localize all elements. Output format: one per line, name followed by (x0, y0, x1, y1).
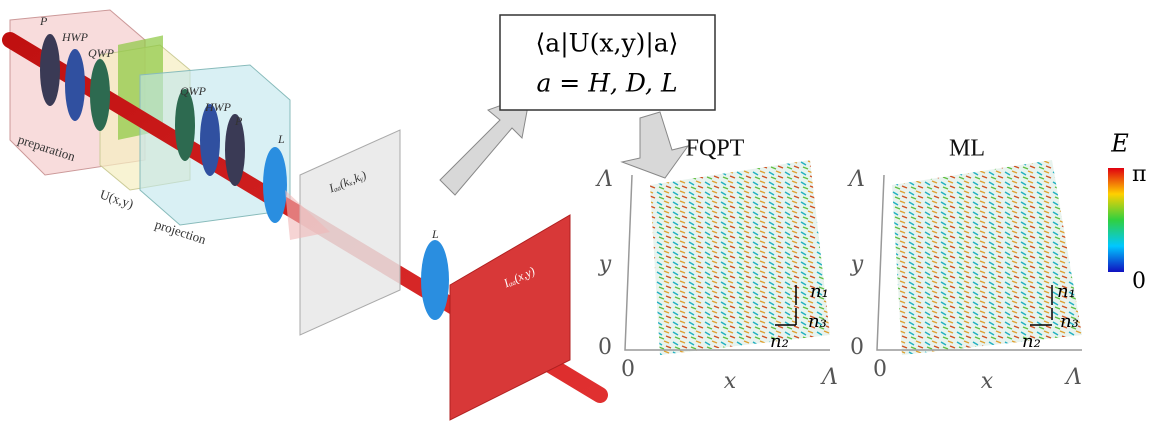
y-label: y (598, 252, 612, 277)
label: P (39, 14, 48, 28)
y-origin: 0 (850, 335, 864, 360)
vector-label: n₂ (770, 331, 789, 352)
wave-plate (40, 34, 60, 106)
measurement-basis: a = H, D, L (536, 69, 677, 98)
x-label: x (981, 369, 994, 394)
wave-plate (90, 59, 110, 131)
vector-field (650, 160, 830, 355)
vector-label: n₃ (1060, 311, 1079, 332)
x-origin: 0 (621, 357, 635, 382)
measurement-formula: ⟨a|U(x,y)|a⟩ (536, 29, 679, 59)
wave-plate (175, 89, 195, 161)
x-origin: 0 (873, 357, 887, 382)
real-screen (450, 215, 570, 420)
panel: FQPT Λ y 0 0 x Λ n₁ n₃ n₂ (595, 136, 838, 395)
vector-label: n₁ (810, 281, 829, 302)
colorbar-label: E (1110, 130, 1129, 158)
vector-label: n₂ (1022, 331, 1041, 352)
y-origin: 0 (598, 335, 612, 360)
x-max: Λ (1064, 365, 1082, 390)
label: P (234, 114, 243, 128)
lens (263, 147, 287, 223)
y-label: y (850, 252, 864, 277)
panel-title: ML (949, 136, 985, 162)
lens (421, 240, 449, 320)
vector-field (892, 160, 1082, 355)
vector-label: n₃ (808, 311, 827, 332)
label: QWP (88, 46, 115, 60)
label: L (431, 227, 439, 241)
y-max: Λ (595, 167, 613, 192)
wave-plate (65, 49, 85, 121)
x-label: x (724, 369, 737, 394)
vector-label: n₁ (1057, 281, 1076, 302)
figure: P HWP QWP preparation U(x,y) QWP HWP P L… (0, 0, 1162, 425)
label: QWP (180, 84, 207, 98)
arrow (622, 112, 688, 178)
colorbar-gradient (1108, 168, 1124, 272)
colorbar-min: 0 (1132, 269, 1146, 294)
panel: ML Λ y 0 0 x Λ n₁ n₃ n₂ (847, 136, 1082, 395)
wave-plate (200, 104, 220, 176)
label: HWP (204, 100, 232, 114)
colorbar: E π 0 (1108, 130, 1146, 295)
label: L (277, 132, 285, 146)
panel-title: FQPT (686, 136, 745, 162)
label: HWP (61, 30, 89, 44)
colorbar-max: π (1132, 162, 1146, 187)
y-max: Λ (847, 167, 865, 192)
x-max: Λ (820, 365, 838, 390)
